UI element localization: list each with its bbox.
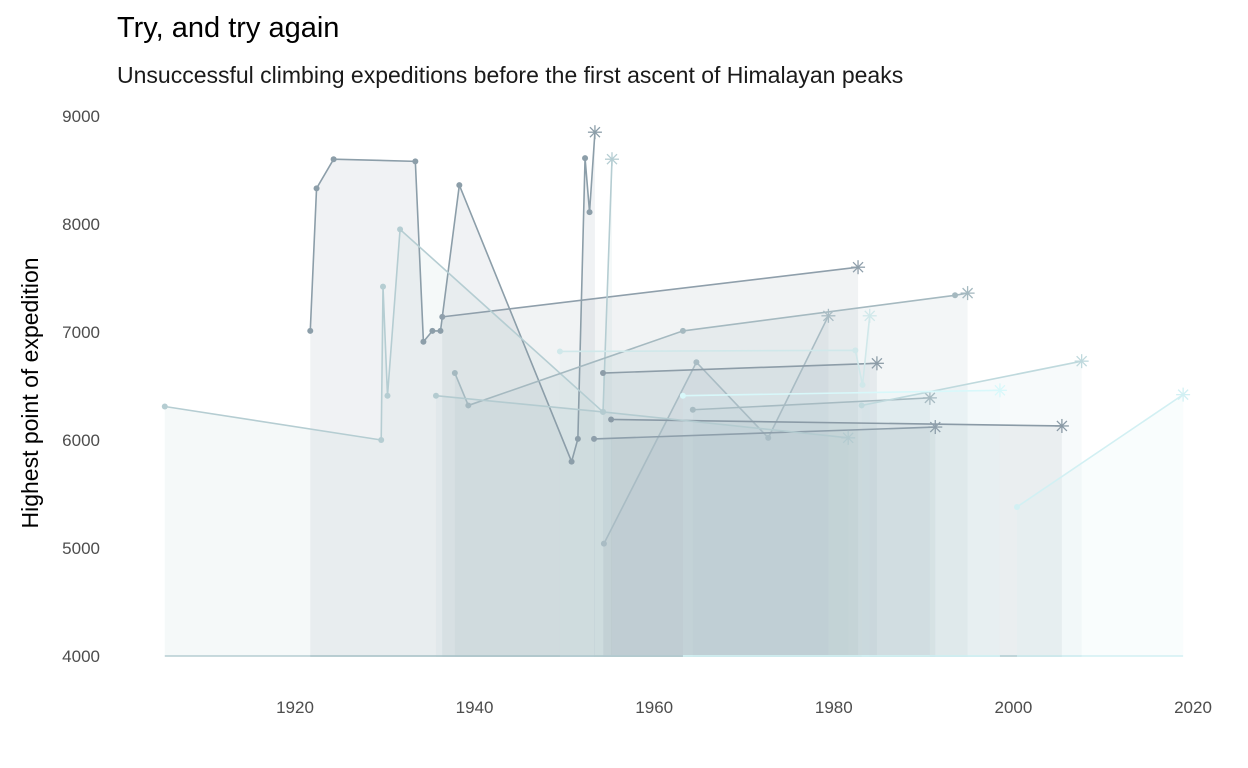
y-tick-label: 5000 [62, 539, 100, 558]
series-area [594, 427, 936, 656]
expedition-point [465, 402, 472, 409]
expedition-point [858, 402, 865, 409]
first-ascent-star [841, 430, 856, 445]
series-line [559, 315, 871, 386]
series-area [442, 267, 859, 656]
expedition-point [1013, 503, 1020, 510]
x-tick-label: 1980 [815, 698, 853, 717]
first-ascent-star [1176, 387, 1191, 402]
series-area [559, 315, 870, 656]
expedition-point [600, 370, 607, 377]
series-line [602, 362, 877, 374]
expedition-point [608, 416, 615, 423]
expedition-point [451, 370, 458, 377]
chart-title: Try, and try again [117, 12, 340, 44]
expedition-point [378, 437, 385, 443]
expedition-point [591, 435, 598, 442]
first-ascent-star [1054, 418, 1069, 433]
expedition-point [679, 327, 686, 334]
series-line [1016, 393, 1184, 508]
series-area [611, 419, 1062, 656]
first-ascent-star [1074, 354, 1089, 369]
x-tick-label: 1940 [456, 698, 494, 717]
x-tick-label: 2000 [994, 698, 1032, 717]
expedition-point [439, 313, 446, 320]
series-area [310, 132, 595, 656]
chart-subtitle: Unsuccessful climbing expeditions before… [117, 62, 904, 88]
first-ascent-star [992, 383, 1007, 398]
first-ascent-star [851, 260, 866, 275]
first-ascent-star [928, 420, 943, 435]
expedition-point [161, 403, 168, 410]
series-area [603, 315, 829, 656]
expedition-point [765, 434, 772, 441]
expedition-point [600, 540, 607, 547]
x-tick-label: 2020 [1174, 698, 1212, 717]
series-area [861, 361, 1082, 656]
series-area [454, 293, 968, 656]
y-axis-label: Highest point of expedition [17, 257, 43, 528]
series-area [435, 395, 849, 656]
series-area [682, 390, 1000, 656]
first-ascent-star [922, 390, 937, 405]
expedition-point [420, 338, 427, 345]
series-line [861, 360, 1082, 407]
y-tick-label: 4000 [62, 647, 100, 666]
expedition-point [582, 155, 589, 162]
expedition-point [432, 392, 439, 399]
first-ascent-star [604, 152, 619, 167]
expedition-point [600, 408, 607, 415]
series-area [164, 159, 612, 656]
y-tick-label: 8000 [62, 215, 100, 234]
y-tick-label: 6000 [62, 431, 100, 450]
series-line [682, 389, 1000, 397]
x-tick-label: 1920 [276, 698, 314, 717]
first-ascent-star [862, 308, 877, 323]
expedition-point [412, 158, 419, 165]
y-tick-label: 9000 [62, 107, 100, 126]
expedition-point [693, 359, 700, 366]
expedition-point [307, 327, 314, 334]
expedition-point [568, 458, 575, 465]
expedition-point [574, 435, 581, 442]
first-ascent-star [587, 125, 602, 140]
expedition-point [852, 347, 859, 354]
expedition-point [429, 327, 436, 334]
expedition-point [679, 392, 686, 399]
first-ascent-star [869, 356, 884, 371]
series-line [603, 315, 830, 545]
series-area [1016, 394, 1184, 656]
expedition-point [689, 406, 696, 413]
first-ascent-star [821, 308, 836, 323]
expedition-point [397, 226, 404, 233]
expedition-point [586, 209, 593, 216]
expedition-point [437, 327, 444, 334]
expedition-point [380, 283, 387, 290]
expedition-point [859, 381, 866, 388]
expedition-point [952, 292, 959, 299]
y-tick-label: 7000 [62, 323, 100, 342]
series-line [594, 426, 936, 440]
series-area [692, 397, 930, 656]
x-tick-label: 1960 [635, 698, 673, 717]
expedition-point [384, 392, 391, 399]
series-line [442, 266, 859, 318]
expedition-point [330, 156, 337, 163]
expedition-point [456, 182, 463, 189]
first-ascent-star [960, 286, 975, 301]
expedition-point [556, 348, 563, 355]
expedition-point [313, 185, 320, 192]
